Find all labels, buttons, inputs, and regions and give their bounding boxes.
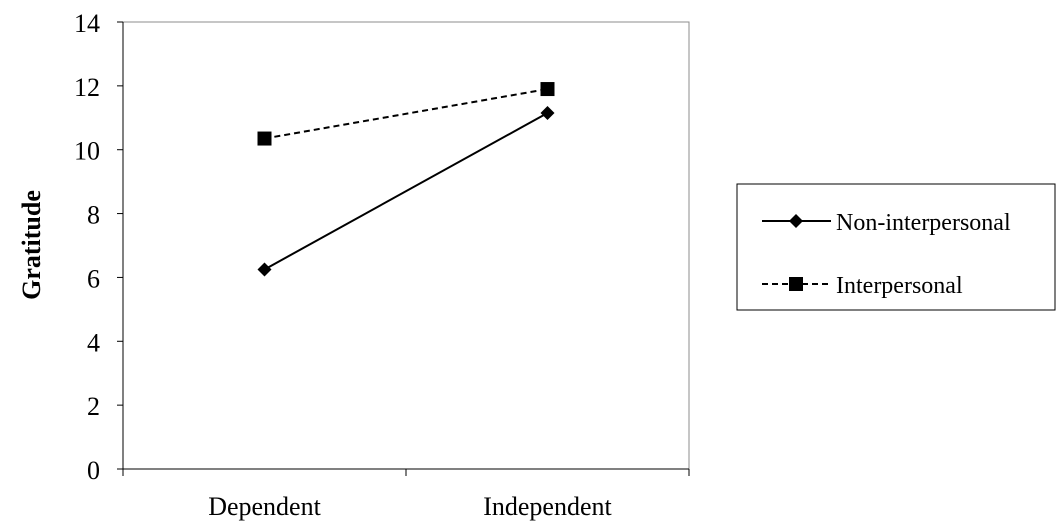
x-category-label: Independent [483, 492, 612, 521]
legend: Non-interpersonal Interpersonal [736, 183, 1056, 311]
plot-area [122, 21, 690, 470]
y-tick-label: 10 [74, 137, 100, 166]
y-tick-label: 2 [87, 392, 100, 421]
plot-area-border [122, 21, 690, 470]
y-tick-label: 8 [87, 201, 100, 230]
data-point-square [540, 82, 555, 97]
legend-label: Non-interpersonal [836, 210, 1011, 236]
y-tick-label: 6 [87, 264, 100, 293]
y-tick-label: 0 [87, 456, 100, 485]
legend-entry: Non-interpersonal [762, 210, 1011, 236]
series-non-interpersonal [257, 105, 555, 277]
data-point-diamond [257, 262, 272, 277]
y-ticks: 0 2 4 6 8 10 12 14 [74, 9, 123, 485]
series-line [264, 88, 548, 140]
y-tick-label: 12 [74, 73, 100, 102]
legend-marker-square [789, 277, 803, 291]
legend-label: Interpersonal [836, 273, 963, 299]
x-category-label: Dependent [208, 492, 321, 521]
series-layer [257, 82, 555, 277]
data-point-square [257, 131, 272, 146]
data-point-diamond [540, 105, 555, 120]
y-axis-label: Gratitude [17, 190, 46, 300]
series-line [264, 112, 548, 271]
y-tick-label: 14 [74, 9, 100, 38]
series-interpersonal [257, 82, 555, 146]
x-ticks: Dependent Independent [122, 469, 690, 521]
y-tick-label: 4 [87, 328, 100, 357]
axes [122, 22, 689, 470]
legend-entry: Interpersonal [762, 273, 963, 299]
legend-marker-diamond [789, 214, 803, 228]
